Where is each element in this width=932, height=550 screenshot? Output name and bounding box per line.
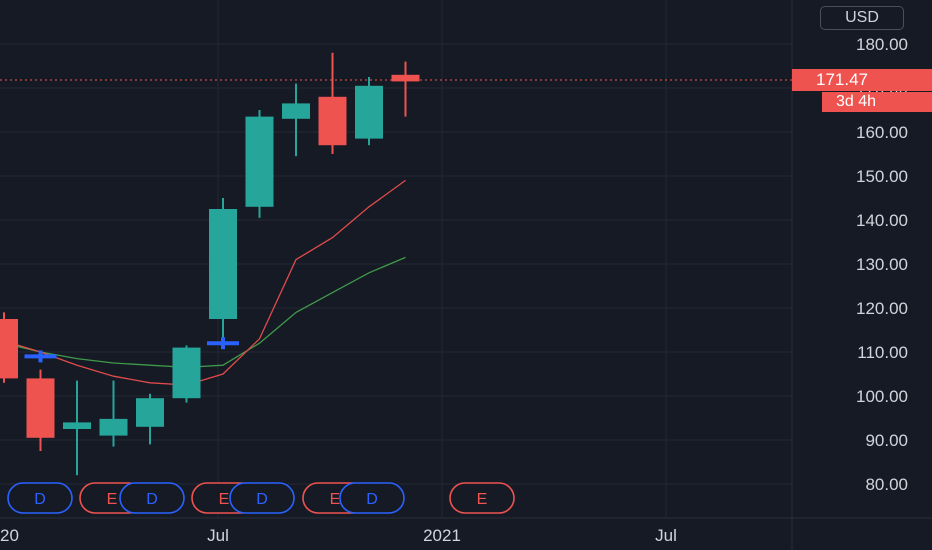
time-axis[interactable]: 20 Jul 2021 Jul xyxy=(0,526,677,545)
x-tick-label: Jul xyxy=(207,526,229,545)
candle-body xyxy=(355,85,383,139)
candle xyxy=(172,345,201,403)
candle xyxy=(99,380,128,447)
candle-body xyxy=(209,209,237,319)
x-tick-label: 2021 xyxy=(423,526,461,545)
y-tick-label: 130.00 xyxy=(856,255,908,274)
candle xyxy=(209,198,237,339)
candle-body xyxy=(318,96,347,146)
cross-marker xyxy=(24,350,57,363)
candle xyxy=(318,52,347,154)
candle xyxy=(0,312,18,383)
dividend-event-marker[interactable]: D xyxy=(339,482,405,514)
event-pill xyxy=(7,482,73,514)
candles xyxy=(0,52,420,476)
y-tick-label: 90.00 xyxy=(865,431,908,450)
cross-marker xyxy=(207,337,239,350)
event-label: E xyxy=(107,491,118,508)
candle-body xyxy=(0,319,18,379)
dividend-event-marker[interactable]: D xyxy=(119,482,185,514)
event-label: D xyxy=(256,491,268,508)
candle-body xyxy=(136,398,164,427)
candle xyxy=(355,77,383,146)
event-label: E xyxy=(477,491,488,508)
candle-body xyxy=(99,418,128,436)
candle-body xyxy=(245,116,274,207)
candle-body xyxy=(391,74,420,82)
event-label: D xyxy=(34,491,46,508)
y-tick-label: 100.00 xyxy=(856,387,908,406)
cross-markers xyxy=(24,337,239,363)
candle xyxy=(136,393,164,445)
event-label: D xyxy=(366,491,378,508)
y-tick-label: 150.00 xyxy=(856,167,908,186)
moving-averages xyxy=(3,179,406,386)
bar-countdown-label: 3d 4h xyxy=(822,92,932,112)
event-label: D xyxy=(146,491,158,508)
candle xyxy=(245,110,274,218)
dividend-event-marker[interactable]: D xyxy=(7,482,73,514)
event-pill xyxy=(449,482,515,514)
y-tick-label: 140.00 xyxy=(856,211,908,230)
y-tick-label: 110.00 xyxy=(857,343,908,362)
y-tick-label: 180.00 xyxy=(856,35,908,54)
event-pill xyxy=(119,482,185,514)
currency-selector[interactable]: USD xyxy=(820,6,904,30)
slow-moving-average-line xyxy=(3,256,406,369)
candle xyxy=(63,380,91,476)
fast-moving-average-line xyxy=(3,179,406,386)
candle-body xyxy=(172,347,201,399)
y-tick-label: 120.00 xyxy=(856,299,908,318)
candle xyxy=(391,61,420,117)
x-tick-label: 20 xyxy=(0,526,19,545)
last-price-label: 171.47 xyxy=(792,69,932,91)
candle-body xyxy=(282,103,310,119)
candle-body xyxy=(26,378,55,438)
x-tick-label: Jul xyxy=(655,526,677,545)
candle-body xyxy=(63,422,91,429)
price-axis[interactable]: 180.00170.00160.00150.00140.00130.00120.… xyxy=(856,35,908,494)
event-pill xyxy=(339,482,405,514)
candle xyxy=(282,83,310,157)
dividend-event-marker[interactable]: D xyxy=(229,482,295,514)
earnings-event-marker[interactable]: E xyxy=(449,482,515,514)
candle xyxy=(26,369,55,451)
event-label: E xyxy=(330,491,341,508)
event-label: E xyxy=(219,491,230,508)
y-tick-label: 160.00 xyxy=(856,123,908,142)
y-tick-label: 80.00 xyxy=(865,475,908,494)
event-pill xyxy=(229,482,295,514)
